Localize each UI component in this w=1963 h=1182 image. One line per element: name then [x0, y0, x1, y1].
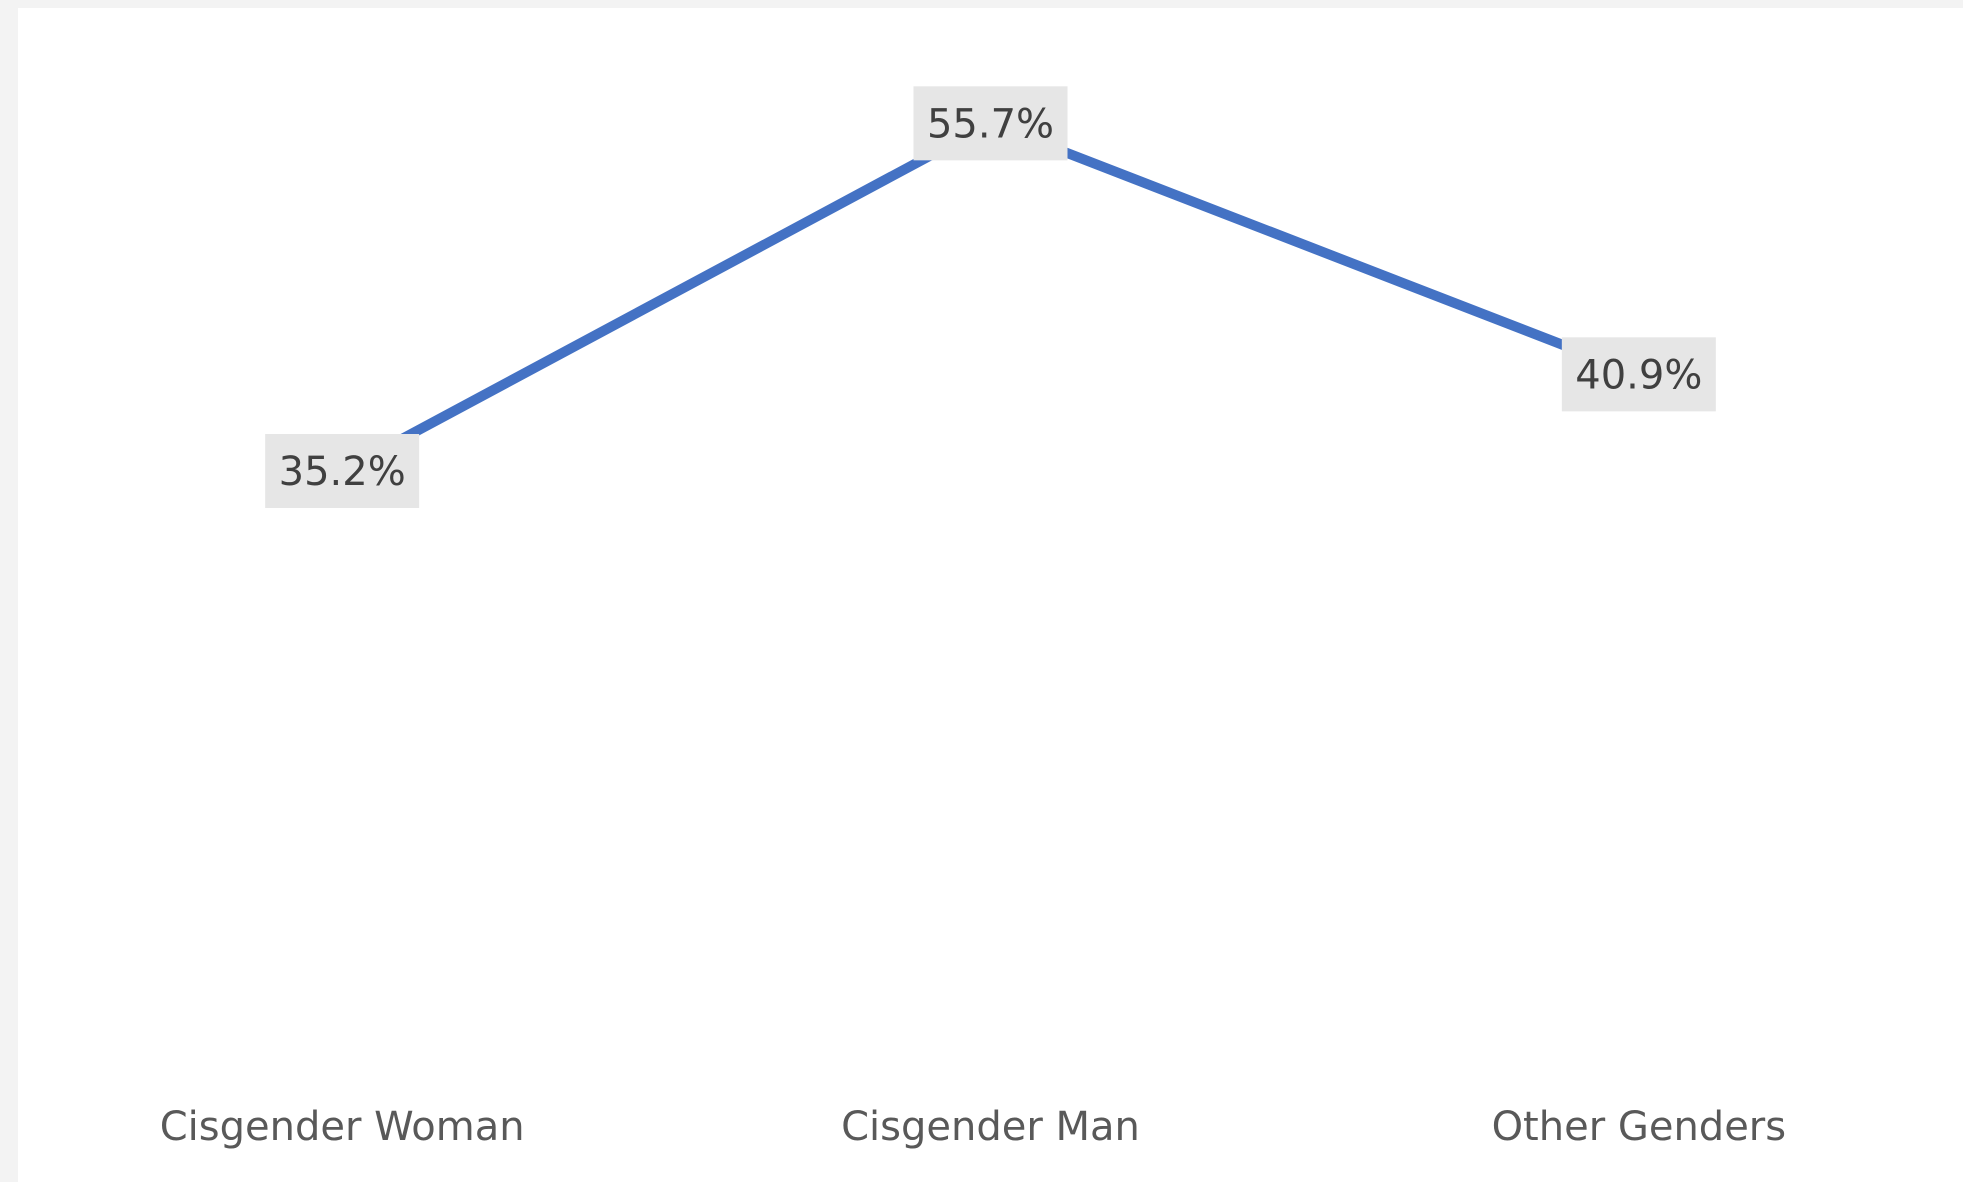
- data-label-layer: 35.2% 55.7% 40.9%: [265, 86, 1716, 509]
- data-label-box: [913, 86, 1068, 161]
- data-label-text: 55.7%: [927, 101, 1054, 147]
- series-line: [339, 118, 1641, 476]
- data-label: 55.7%: [913, 86, 1068, 161]
- data-label: 35.2%: [265, 434, 420, 509]
- data-label-box: [265, 434, 420, 509]
- category-label: Cisgender Man: [841, 1104, 1140, 1150]
- series-layer: [337, 118, 1644, 477]
- category-label: Other Genders: [1492, 1104, 1787, 1150]
- data-label: 40.9%: [1561, 337, 1716, 412]
- data-label-text: 35.2%: [279, 449, 406, 495]
- category-axis: Cisgender Woman Cisgender Man Other Gender…: [160, 1104, 1786, 1150]
- chart-area: [18, 8, 1963, 1182]
- data-label-text: 40.9%: [1575, 352, 1702, 398]
- category-label: Cisgender Woman: [160, 1104, 525, 1150]
- data-label-box: [1561, 337, 1716, 412]
